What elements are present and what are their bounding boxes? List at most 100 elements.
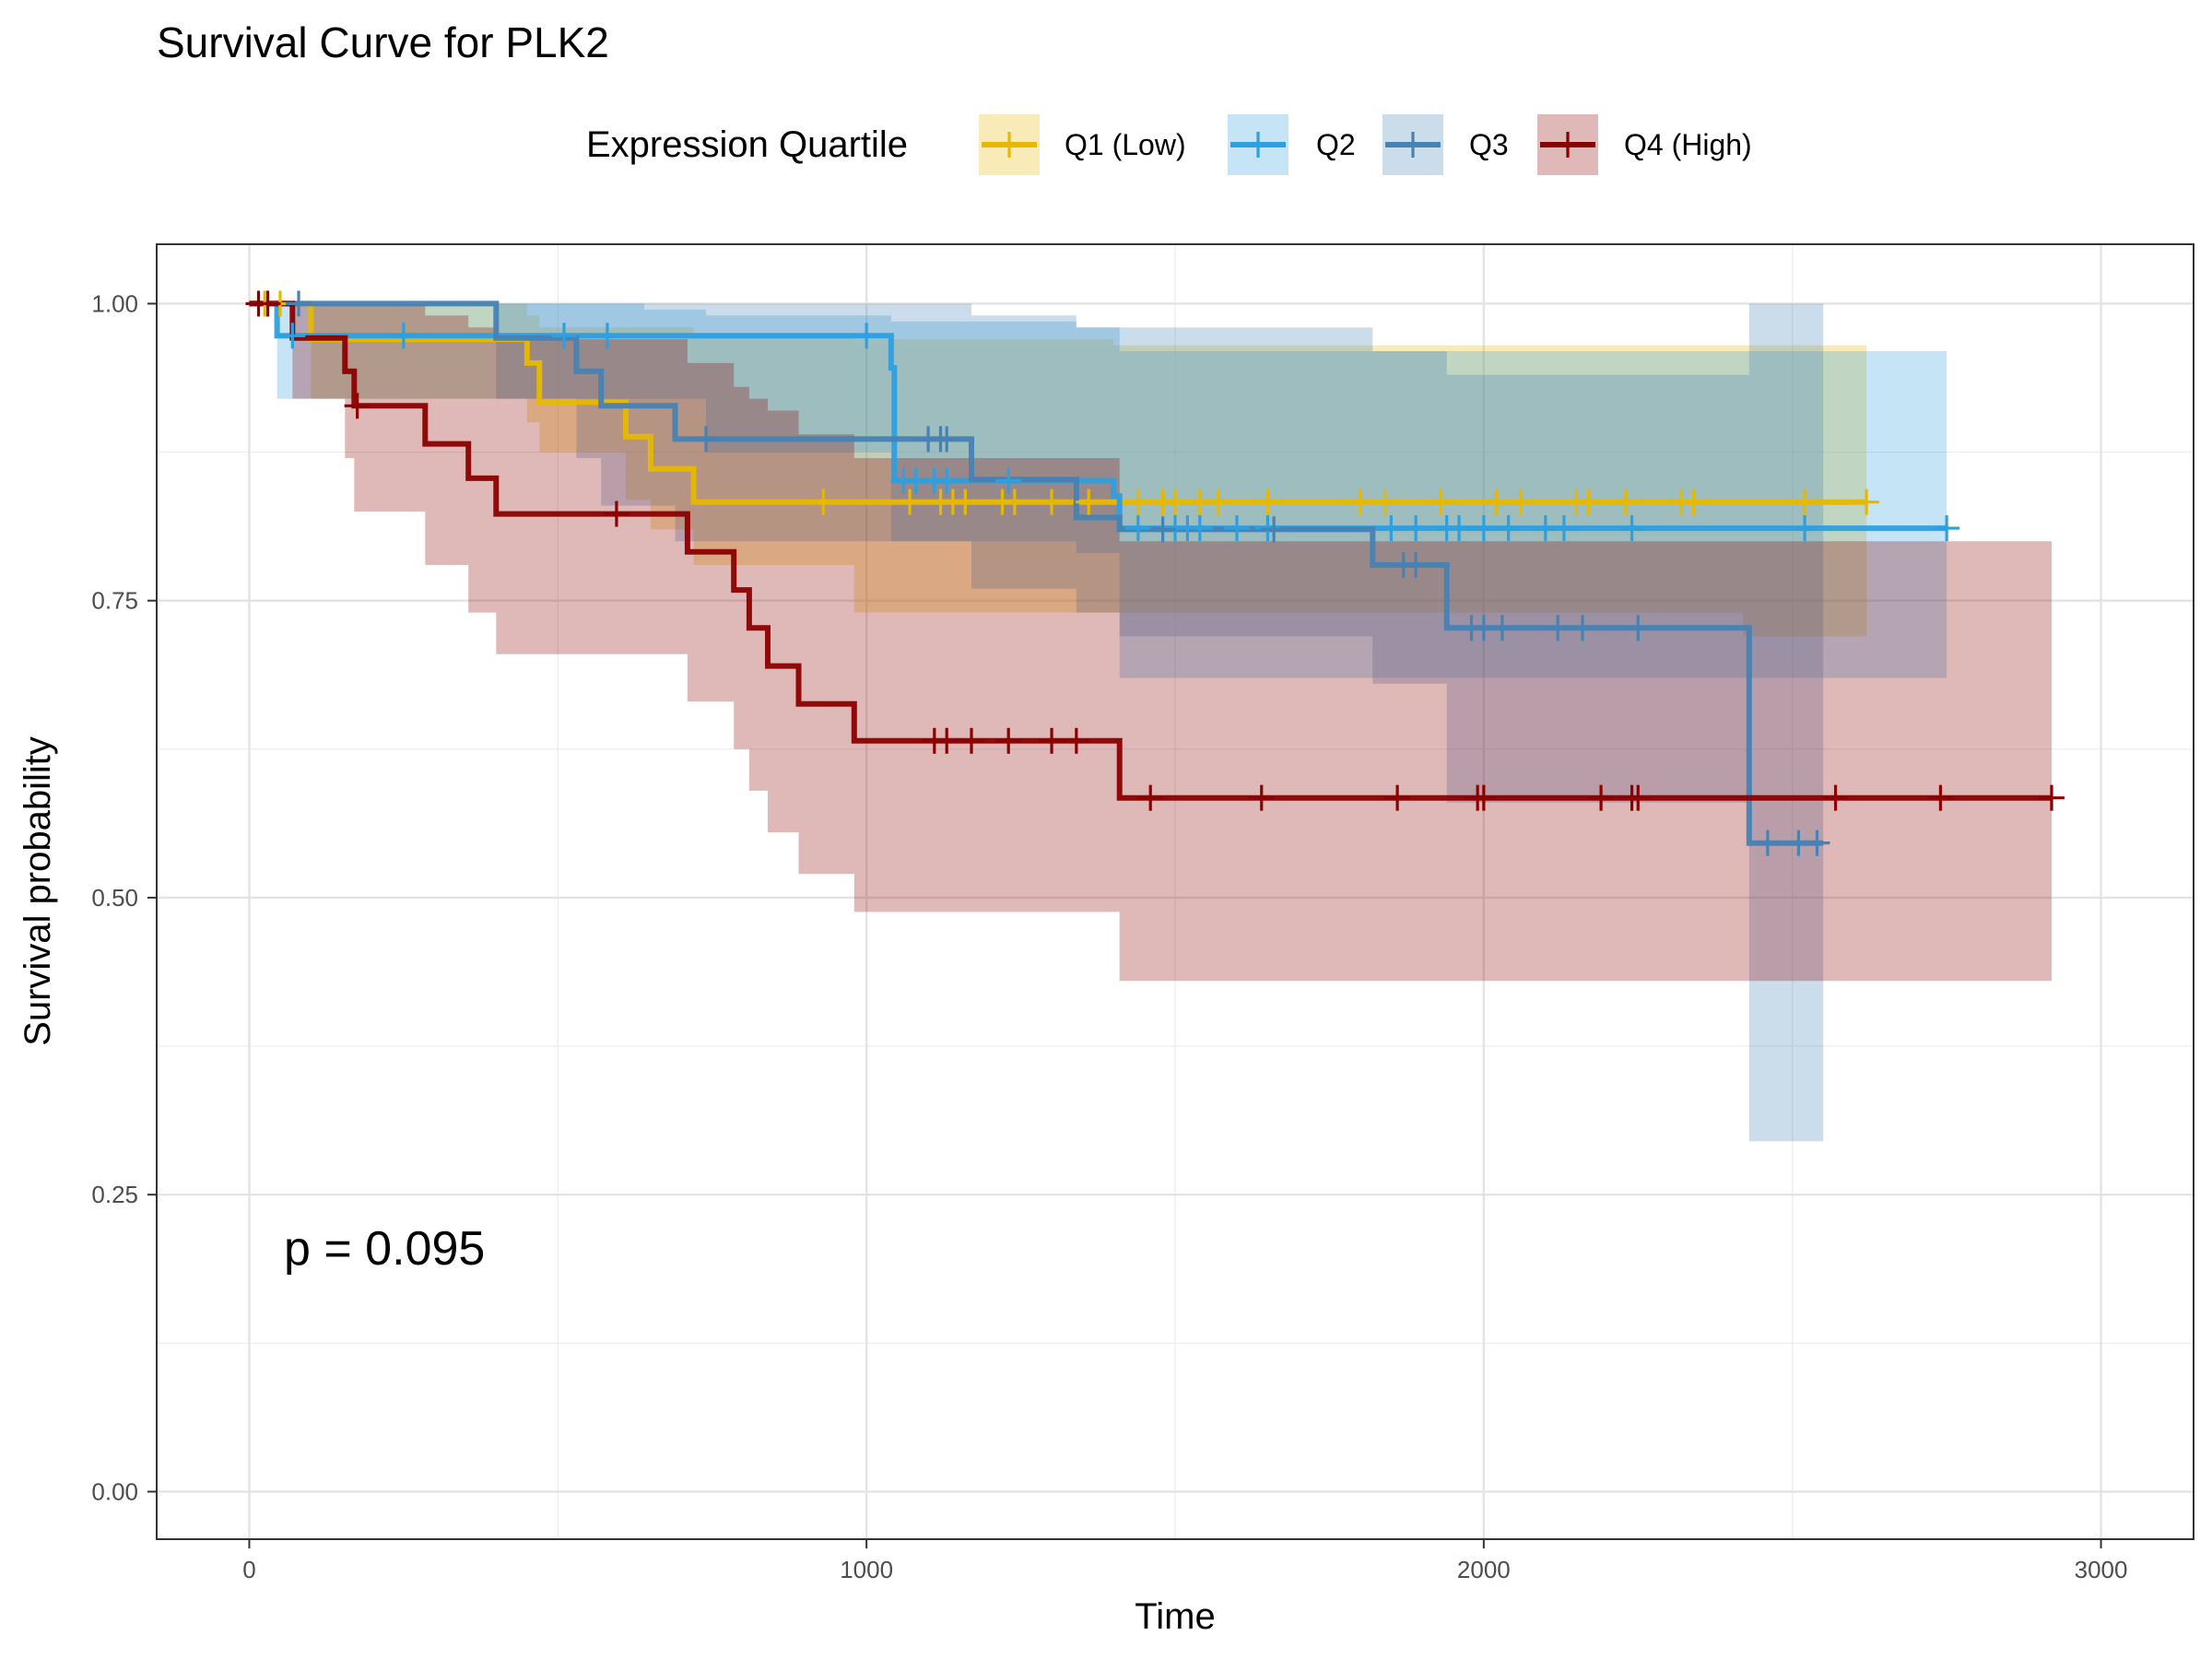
censor-mark-q1-low <box>1001 488 1028 515</box>
censor-mark-q1-low <box>1792 488 1818 515</box>
censor-mark-q3 <box>693 426 720 453</box>
censor-mark-q2 <box>995 467 1022 494</box>
grid-lines <box>157 244 2194 1539</box>
x-axis-tick-label: 1000 <box>840 1556 893 1583</box>
y-axis-tick-label: 0.50 <box>91 884 138 912</box>
y-axis-tick-label: 0.75 <box>91 587 138 615</box>
legend-label-q2: Q2 <box>1316 128 1356 161</box>
censor-mark-q1-low <box>1076 488 1102 515</box>
censor-mark-q1-low <box>1612 488 1639 515</box>
censor-mark-q1-low <box>1347 488 1373 515</box>
survival-line-q3 <box>249 300 1824 846</box>
censor-mark-q3 <box>1804 830 1830 856</box>
censor-mark-q1-low <box>897 488 924 515</box>
legend-title: Expression Quartile <box>586 124 908 165</box>
censor-mark-q3 <box>1403 552 1430 579</box>
legend-item-q2: Q2 <box>1228 114 1356 175</box>
censor-mark-q3 <box>934 426 960 453</box>
censor-mark-q1-low <box>810 488 837 515</box>
censor-mark-q3 <box>286 290 312 317</box>
legend-label-q4-high: Q4 (High) <box>1624 128 1752 161</box>
confidence-band-q4-high <box>249 303 2052 982</box>
censor-mark-q3 <box>1570 615 1595 641</box>
y-axis-tick-label: 0.00 <box>91 1477 138 1505</box>
censor-mark-q3 <box>1261 516 1288 543</box>
censor-mark-q4-high <box>254 290 281 317</box>
censor-mark-q3 <box>1625 615 1652 641</box>
censor-mark-q3 <box>1545 615 1571 641</box>
censor-mark-q4-high <box>1137 784 1164 811</box>
censor-mark-q1-low <box>1124 488 1151 515</box>
censor-mark-q4-high <box>934 727 960 754</box>
censor-mark-q4-high <box>1470 784 1497 811</box>
censor-mark-q2 <box>1550 515 1577 542</box>
x-axis-title: Time <box>1135 1596 1215 1637</box>
censor-mark-q4-high <box>603 500 629 527</box>
censor-mark-q2 <box>1124 515 1151 542</box>
censor-mark-q1-low <box>1680 488 1707 515</box>
censor-mark-q4-high <box>2038 784 2065 811</box>
x-axis-tick-label: 3000 <box>2075 1556 2128 1583</box>
legend-label-q1-low: Q1 (Low) <box>1065 128 1186 161</box>
y-axis-tick-label: 1.00 <box>91 289 138 317</box>
axis-ticks: 0 1000 2000 3000 0.00 0.25 0.50 0.75 1.00 <box>91 289 2127 1583</box>
censor-mark-q1-low <box>1483 488 1510 515</box>
censor-mark-q4-high <box>1822 784 1849 811</box>
censor-mark-q2 <box>1470 515 1497 542</box>
censor-mark-q2 <box>594 323 620 349</box>
censor-mark-q4-high <box>1588 784 1615 811</box>
censor-mark-q3 <box>1488 615 1515 641</box>
censor-mark-q2 <box>1223 515 1250 542</box>
censor-mark-q4-high <box>959 727 984 754</box>
censor-mark-q1-low <box>1371 488 1398 515</box>
censor-mark-q2 <box>1495 515 1522 542</box>
censor-mark-q1-low <box>1575 488 1602 515</box>
censor-mark-q4-high <box>1625 784 1652 811</box>
censor-mark-q3 <box>1149 516 1176 543</box>
censor-mark-q2 <box>1378 515 1405 542</box>
confidence-bands <box>249 303 2052 1142</box>
censor-mark-q2 <box>1618 515 1645 542</box>
censor-mark-q2 <box>1934 515 1960 542</box>
censor-mark-q1-low <box>1508 488 1535 515</box>
censor-mark-q1-low <box>952 488 979 515</box>
legend-label-q3: Q3 <box>1469 128 1509 161</box>
survival-line-q4-high <box>249 300 2052 801</box>
censor-mark-q1-low <box>1853 488 1880 515</box>
legend-item-q1-low: Q1 (Low) <box>979 114 1186 175</box>
x-axis-tick-label: 2000 <box>1457 1556 1511 1583</box>
censor-mark-q1-low <box>1254 488 1281 515</box>
survival-lines <box>249 300 2052 846</box>
censor-mark-q1-low <box>1039 488 1065 515</box>
censor-mark-q4-high <box>1927 784 1954 811</box>
confidence-band-q1-low <box>249 303 1867 637</box>
censor-mark-q4-high <box>344 393 371 419</box>
censor-mark-q1-low <box>1205 488 1231 515</box>
x-axis-tick-label: 0 <box>242 1556 255 1583</box>
censor-mark-q4-high <box>1248 784 1275 811</box>
censor-mark-q4-high <box>995 727 1022 754</box>
chart-title: Survival Curve for PLK2 <box>157 18 609 66</box>
censor-mark-q2 <box>853 323 880 349</box>
censor-mark-q2 <box>390 323 417 349</box>
censor-mark-q4-high <box>1063 727 1089 754</box>
confidence-band-q2 <box>249 303 1947 678</box>
censor-mark-q2 <box>1446 515 1473 542</box>
censor-mark-q3 <box>1754 830 1781 856</box>
censor-mark-q2 <box>1186 515 1213 542</box>
censor-mark-q2 <box>279 323 306 349</box>
censor-mark-q1-low <box>1162 488 1188 515</box>
plot-panel-border <box>156 243 2194 1540</box>
censor-mark-q2 <box>1403 515 1430 542</box>
legend-item-q3: Q3 <box>1382 114 1509 175</box>
censor-mark-q2 <box>1792 515 1818 542</box>
p-value-annotation: p = 0.095 <box>284 1222 485 1276</box>
legend-item-q4-high: Q4 (High) <box>1537 114 1752 175</box>
confidence-band-q3 <box>249 303 1824 1142</box>
censor-mark-q2 <box>551 323 577 349</box>
censor-mark-q2 <box>934 467 960 494</box>
censor-mark-q1-low <box>1427 488 1453 515</box>
y-axis-tick-label: 0.25 <box>91 1181 138 1208</box>
